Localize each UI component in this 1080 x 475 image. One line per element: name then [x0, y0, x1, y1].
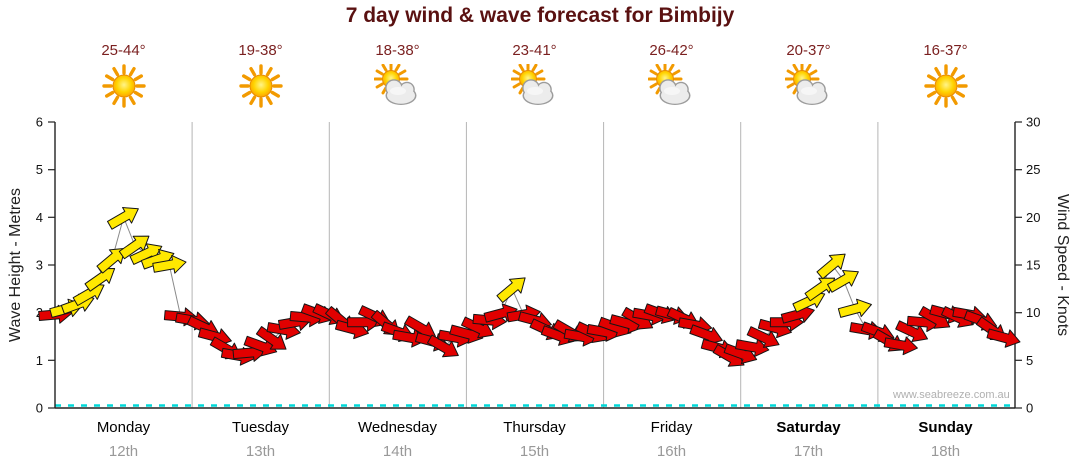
day-temp-range: 19-38°	[238, 42, 283, 59]
day-date: 14th	[382, 443, 413, 460]
day-temp-range: 25-44°	[101, 42, 146, 59]
svg-text:0: 0	[36, 401, 43, 416]
weather-icon-slot	[466, 62, 603, 112]
sun-icon	[101, 64, 146, 108]
sun-behind-cloud-icon	[784, 64, 827, 105]
day-name: Wednesday	[358, 419, 437, 436]
weather-icon-slot	[603, 62, 740, 112]
weather-icon-slot	[192, 62, 329, 112]
sun-icon	[238, 64, 283, 108]
day-name: Sunday	[918, 419, 973, 436]
day-temp-range: 18-38°	[375, 42, 420, 59]
svg-text:5: 5	[1026, 353, 1033, 368]
svg-text:3: 3	[36, 258, 43, 273]
day-column-saturday: 20-37° Saturday 17th	[740, 0, 877, 475]
day-column-sunday: 16-37° Sunday 18th	[877, 0, 1014, 475]
sun-behind-cloud-icon	[373, 64, 416, 105]
day-name: Thursday	[503, 419, 566, 436]
day-column-thursday: 23-41° Thursday 15th	[466, 0, 603, 475]
weather-icon-slot	[329, 62, 466, 112]
day-temp-range: 20-37°	[786, 42, 831, 59]
svg-text:20: 20	[1026, 210, 1040, 225]
svg-text:10: 10	[1026, 305, 1040, 320]
day-column-monday: 25-44° Monday 12th	[55, 0, 192, 475]
weather-icon-slot	[877, 62, 1014, 112]
svg-text:30: 30	[1026, 115, 1040, 130]
svg-text:5: 5	[36, 162, 43, 177]
day-temp-range: 26-42°	[649, 42, 694, 59]
svg-text:1: 1	[36, 353, 43, 368]
watermark: www.seabreeze.com.au	[893, 389, 1010, 401]
day-column-wednesday: 18-38° Wednesday 14th	[329, 0, 466, 475]
day-name: Monday	[96, 419, 151, 436]
day-column-friday: 26-42° Friday 16th	[603, 0, 740, 475]
day-name: Friday	[650, 419, 693, 436]
day-date: 17th	[793, 443, 824, 460]
weather-icon-slot	[55, 62, 192, 112]
day-date: 15th	[519, 443, 550, 460]
sun-icon	[923, 64, 968, 108]
day-column-tuesday: 19-38° Tuesday 13th	[192, 0, 329, 475]
sun-behind-cloud-icon	[647, 64, 690, 105]
sun-behind-cloud-icon	[510, 64, 553, 105]
day-name: Saturday	[776, 419, 841, 436]
weather-icon-slot	[740, 62, 877, 112]
day-date: 16th	[656, 443, 687, 460]
day-date: 12th	[108, 443, 139, 460]
svg-text:25: 25	[1026, 162, 1040, 177]
wind-speed-axis-label: Wind Speed - Knots	[1054, 193, 1071, 337]
day-date: 18th	[930, 443, 961, 460]
svg-text:6: 6	[36, 115, 43, 130]
day-name: Tuesday	[232, 419, 289, 436]
day-temp-range: 23-41°	[512, 42, 557, 59]
svg-text:4: 4	[36, 210, 43, 225]
svg-text:15: 15	[1026, 258, 1040, 273]
page-title: 7 day wind & wave forecast for Bimbijy	[345, 4, 735, 27]
wave-height-axis-label: Wave Height - Metres	[7, 187, 24, 343]
day-date: 13th	[245, 443, 276, 460]
day-temp-range: 16-37°	[923, 42, 968, 59]
svg-text:0: 0	[1026, 401, 1033, 416]
